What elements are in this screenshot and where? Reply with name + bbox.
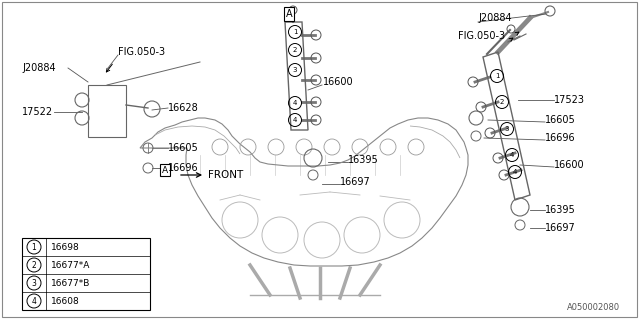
Text: 16677*A: 16677*A (51, 260, 90, 269)
Text: 4: 4 (293, 100, 297, 106)
Text: 16395: 16395 (348, 155, 379, 165)
Text: 16696: 16696 (168, 163, 198, 173)
Text: A050002080: A050002080 (567, 303, 620, 312)
Text: 3: 3 (31, 278, 36, 287)
Text: 4: 4 (513, 169, 517, 175)
Text: 16677*B: 16677*B (51, 278, 90, 287)
Text: 2: 2 (500, 99, 504, 105)
Text: 16698: 16698 (51, 243, 80, 252)
Text: 1: 1 (292, 29, 297, 35)
Text: 16697: 16697 (340, 177, 371, 187)
Text: 4: 4 (510, 152, 514, 158)
Bar (22, 238, 150, 310)
Text: 16628: 16628 (168, 103, 199, 113)
Text: 1: 1 (495, 73, 499, 79)
Text: 16605: 16605 (545, 115, 576, 125)
Text: 2: 2 (293, 47, 297, 53)
Text: 2: 2 (31, 260, 36, 269)
Text: 16605: 16605 (168, 143, 199, 153)
Text: 1: 1 (31, 243, 36, 252)
Text: FIG.050-3: FIG.050-3 (458, 31, 505, 41)
Text: J20884: J20884 (478, 13, 511, 23)
Text: 16697: 16697 (545, 223, 576, 233)
Text: J20884: J20884 (22, 63, 56, 73)
Text: A: A (285, 9, 292, 19)
Text: 3: 3 (505, 126, 509, 132)
Text: 16600: 16600 (554, 160, 584, 170)
Text: 4: 4 (293, 117, 297, 123)
Text: 17523: 17523 (554, 95, 585, 105)
Text: FIG.050-3: FIG.050-3 (118, 47, 165, 57)
Text: 16608: 16608 (51, 297, 80, 306)
Text: FRONT: FRONT (208, 170, 243, 180)
Text: A: A (162, 165, 168, 174)
Text: 4: 4 (31, 297, 36, 306)
Text: 3: 3 (292, 67, 297, 73)
Text: 16600: 16600 (323, 77, 354, 87)
Bar (88, 85, 126, 137)
Text: 16395: 16395 (545, 205, 576, 215)
Text: 17522: 17522 (22, 107, 53, 117)
Text: 16696: 16696 (545, 133, 575, 143)
